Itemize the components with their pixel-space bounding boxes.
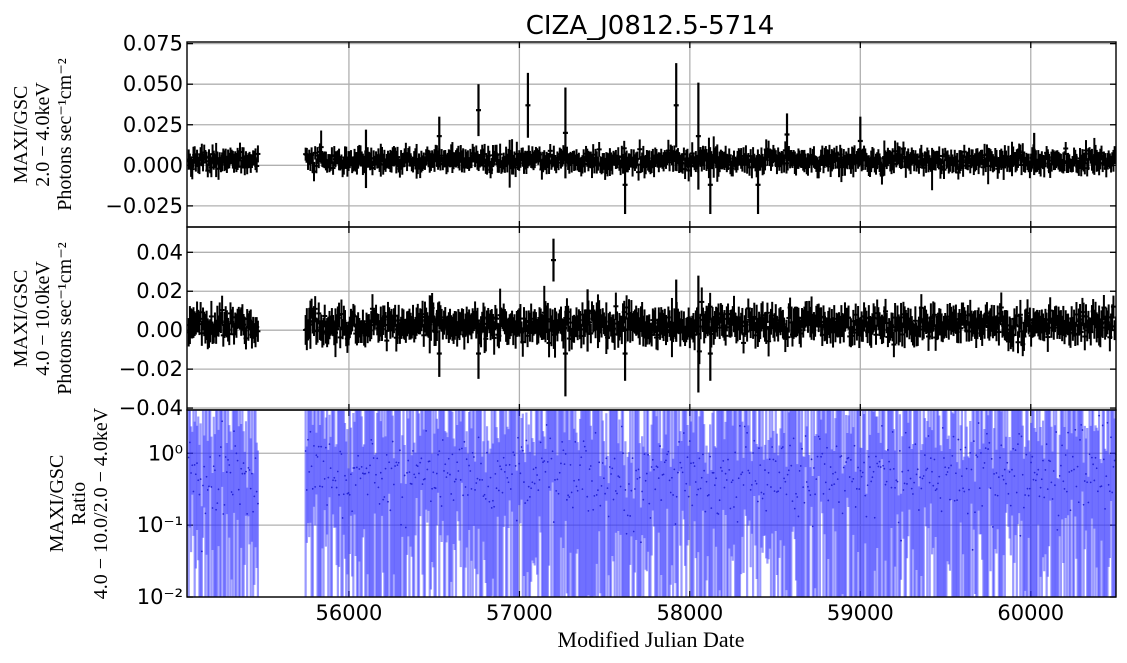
ratio-point: [1098, 414, 1101, 417]
y-tick-label: 0.00: [136, 318, 183, 342]
ratio-point: [221, 420, 224, 423]
ratio-point: [972, 440, 975, 443]
panel-bottom: 10⁻² 10⁻¹ 10⁰ 56000 57000 58000 59000 60000 MAXI…: [46, 407, 1117, 625]
y-axis-label: 2.0 − 4.0keV: [32, 82, 54, 187]
ratio-point: [200, 550, 203, 553]
y-tick-label: 0.050: [123, 72, 183, 96]
ratio-point: [1006, 461, 1009, 464]
ratio-point: [900, 539, 902, 542]
y-axis-label: 4.0 − 10.0/2.0 − 4.0keV: [90, 407, 112, 599]
ratio-point: [1055, 431, 1058, 433]
x-tick-label: 56000: [316, 601, 383, 625]
ratio-point: [677, 471, 679, 474]
ratio-point: [916, 468, 919, 471]
ratio-point: [399, 449, 401, 452]
ratio-point: [687, 495, 690, 498]
ratio-point: [391, 440, 394, 443]
x-tick-label: 60000: [997, 601, 1064, 625]
ratio-point: [810, 458, 813, 461]
data-series: [187, 410, 1116, 597]
ratio-point: [801, 447, 803, 450]
x-tick-label: 57000: [486, 601, 553, 625]
ratio-point: [521, 449, 524, 452]
ratio-point: [957, 438, 960, 441]
ratio-point: [853, 444, 856, 447]
ratio-point: [622, 452, 624, 455]
ratio-point: [631, 457, 634, 459]
chart-title: CIZA_J0812.5-5714: [526, 11, 775, 41]
ratio-point: [977, 422, 980, 424]
ratio-point: [245, 470, 247, 473]
ratio-point: [803, 501, 806, 504]
y-tick-label: 0.04: [136, 240, 183, 264]
ratio-point: [514, 465, 517, 467]
ratio-point: [624, 489, 627, 491]
x-axis-label: Modified Julian Date: [558, 627, 745, 652]
y-axis-label: Photons sec⁻¹cm⁻²: [54, 58, 76, 211]
ratio-point: [387, 500, 389, 503]
ratio-point: [257, 502, 259, 505]
data-series: [187, 238, 1116, 397]
y-tick-label: 0.000: [123, 153, 183, 177]
y-tick-label: 10⁻¹: [137, 513, 183, 537]
ratio-point: [896, 480, 899, 483]
axes-frame: [186, 409, 1117, 598]
ratio-point: [709, 455, 712, 458]
ratio-point: [598, 461, 601, 464]
x-tick-label: 58000: [656, 601, 723, 625]
ratio-point: [1019, 534, 1022, 537]
y-tick-label: 0.075: [123, 32, 183, 56]
axes-frame: [186, 41, 1117, 228]
ratio-point: [898, 449, 901, 452]
y-tick-label: 0.025: [123, 113, 183, 137]
y-axis-label: Ratio: [68, 482, 90, 525]
y-tick-label: 10⁻²: [137, 585, 183, 609]
ratio-point: [1074, 428, 1077, 431]
ratio-point: [971, 548, 974, 551]
ratio-point: [638, 476, 641, 479]
x-tick-label: 59000: [827, 601, 894, 625]
ratio-point: [1069, 509, 1072, 512]
ratio-point: [472, 456, 475, 458]
ratio-point: [525, 439, 528, 442]
ratio-point: [463, 440, 466, 443]
y-tick-label: −0.04: [119, 396, 183, 420]
y-axis-label: MAXI/GSC: [10, 270, 32, 368]
y-tick-label: 10⁰: [148, 441, 183, 465]
y-tick-label: −0.025: [105, 194, 183, 218]
y-axis-label: 4.0 − 10.0keV: [32, 261, 54, 376]
y-axis-label: Photons sec⁻¹cm⁻²: [54, 242, 76, 395]
ratio-point: [199, 478, 202, 481]
ratio-point: [659, 445, 661, 447]
y-axis-label: MAXI/GSC: [46, 455, 68, 553]
panel-top: −0.025 0.000 0.025 0.050 0.075 MAXI/GSC 2.0 − …: [10, 32, 1117, 228]
y-axis-label: MAXI/GSC: [10, 86, 32, 184]
ratio-point: [990, 457, 993, 460]
ratio-point: [756, 500, 759, 503]
ratio-point: [403, 474, 406, 477]
panel-middle: −0.04 −0.02 0.00 0.02 0.04 MAXI/GSC 4.0 − 10.0…: [10, 226, 1117, 420]
y-tick-label: 0.02: [136, 279, 183, 303]
ratio-point: [879, 466, 882, 468]
ratio-point: [840, 455, 843, 457]
ratio-point: [640, 541, 642, 544]
ratio-point: [1081, 429, 1084, 431]
y-tick-label: −0.02: [119, 357, 183, 381]
data-series: [187, 63, 1116, 215]
